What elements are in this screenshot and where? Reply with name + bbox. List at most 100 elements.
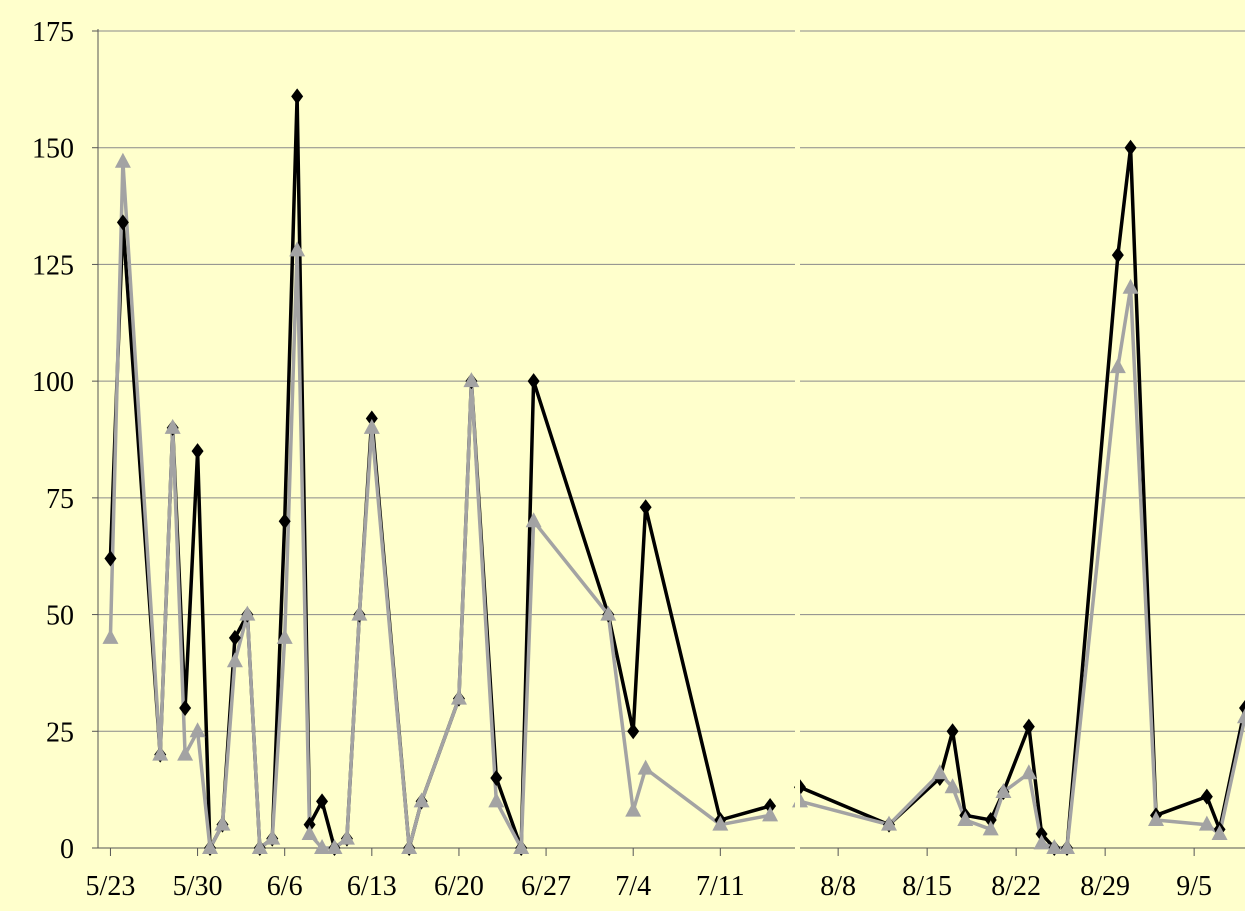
y-tick-label: 175 <box>32 17 74 48</box>
triangle-marker <box>600 605 617 621</box>
triangle-marker <box>239 605 256 621</box>
triangle-marker <box>102 628 119 644</box>
series-line-gray <box>108 159 771 850</box>
triangle-marker <box>314 839 331 854</box>
diamond-marker <box>946 723 959 740</box>
x-tick-label: 6/13 <box>347 871 397 902</box>
x-tick-label: 5/23 <box>86 871 136 902</box>
x-tick-label: 9/5 <box>1176 871 1212 902</box>
triangle-marker <box>338 829 355 845</box>
diamond-marker <box>627 723 640 740</box>
x-tick-label: 8/22 <box>991 871 1041 902</box>
triangle-marker <box>363 418 380 434</box>
diamond-marker <box>179 699 192 716</box>
diamond-marker <box>490 769 503 786</box>
triangle-marker <box>1020 764 1037 780</box>
x-tick-label: 7/11 <box>696 871 745 902</box>
triangle-marker <box>413 792 430 808</box>
triangle-marker <box>450 689 467 705</box>
x-tick-label: 5/30 <box>173 871 223 902</box>
diamond-marker <box>984 811 997 828</box>
triangle-marker <box>637 759 654 775</box>
diamond-marker <box>1035 825 1048 842</box>
diamond-marker <box>1124 139 1137 156</box>
triangle-marker <box>1148 810 1164 826</box>
triangle-marker <box>164 418 181 434</box>
x-tick-label: 8/15 <box>902 871 952 902</box>
triangle-marker <box>1237 708 1245 724</box>
tick-labels: 0 25 50 75 100 125 150 175 5/23 5/30 6/6 6/13 6/20 6/… <box>32 0 1212 911</box>
triangle-marker <box>326 839 343 854</box>
triangle-marker <box>931 764 948 780</box>
triangle-marker <box>401 839 418 854</box>
triangle-marker <box>463 372 480 388</box>
y-tick-label: 75 <box>46 484 74 515</box>
triangle-marker <box>1059 839 1075 854</box>
triangle-marker <box>762 806 779 822</box>
triangle-marker <box>944 778 961 794</box>
x-tick-label: 8/8 <box>820 871 856 902</box>
x-tick-label: 6/6 <box>267 871 303 902</box>
triangle-marker <box>276 628 293 644</box>
triangle-marker <box>301 824 318 840</box>
diamond-marker <box>365 410 378 427</box>
triangle-marker <box>881 815 897 831</box>
diamond-marker <box>1022 718 1035 735</box>
diamond-marker <box>1200 788 1213 805</box>
y-tick-label: 150 <box>32 134 74 165</box>
triangle-marker <box>264 829 281 845</box>
diamond-marker <box>527 373 540 390</box>
triangle-marker <box>1198 815 1215 831</box>
triangle-marker <box>488 792 505 808</box>
triangle-marker <box>351 605 368 621</box>
y-tick-label: 100 <box>32 367 74 398</box>
x-tick-label: 7/4 <box>615 871 651 902</box>
series-line-black <box>108 94 771 850</box>
triangle-marker <box>189 722 206 738</box>
triangle-marker <box>625 801 642 817</box>
triangle-marker <box>995 782 1012 798</box>
y-tick-label: 125 <box>32 250 74 281</box>
triangle-marker <box>1033 834 1050 850</box>
diamond-marker <box>639 499 652 516</box>
triangle-marker <box>202 839 219 854</box>
triangle-marker <box>513 839 530 854</box>
diamond-marker <box>191 443 204 460</box>
x-tick-label: 8/29 <box>1080 871 1130 902</box>
gridlines <box>98 30 1245 732</box>
x-tick-label: 6/27 <box>521 871 571 902</box>
triangle-marker <box>1046 839 1063 854</box>
y-tick-label: 50 <box>46 601 74 632</box>
diamond-marker <box>278 513 291 530</box>
x-tick-label: 6/20 <box>434 871 484 902</box>
triangle-marker <box>982 820 999 836</box>
y-tick-label: 25 <box>46 717 74 748</box>
series-markers <box>102 88 1245 856</box>
triangle-marker <box>957 810 974 826</box>
triangle-marker <box>152 745 169 761</box>
triangle-marker <box>1211 824 1228 840</box>
triangle-marker <box>251 839 268 854</box>
series-lines <box>108 94 1245 850</box>
diamond-marker <box>291 88 304 105</box>
triangle-marker <box>177 745 194 761</box>
triangle-marker <box>712 815 729 831</box>
triangle-marker <box>226 652 243 668</box>
triangle-marker <box>289 241 306 257</box>
diamond-marker <box>1111 247 1124 264</box>
panel-divider <box>795 0 800 911</box>
triangle-marker <box>214 815 231 831</box>
triangle-marker <box>1109 358 1126 374</box>
triangle-marker <box>114 152 131 168</box>
diamond-marker <box>316 793 329 810</box>
triangle-marker <box>525 512 542 528</box>
triangle-marker <box>1122 278 1139 294</box>
diamond-marker <box>228 629 241 646</box>
y-tick-label: 0 <box>60 834 74 865</box>
diamond-marker <box>764 797 777 814</box>
diamond-marker <box>104 550 117 567</box>
diamond-marker <box>116 214 129 231</box>
diamond-marker <box>303 816 316 833</box>
